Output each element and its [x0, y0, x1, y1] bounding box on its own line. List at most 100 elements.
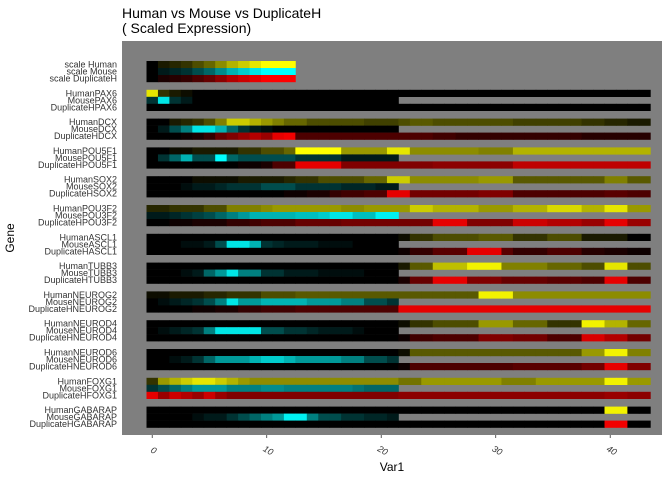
heatmap-cell	[455, 276, 468, 284]
heatmap-cell	[295, 420, 308, 428]
heatmap-cell	[352, 262, 365, 270]
heatmap-cell	[501, 161, 514, 169]
heatmap-cell	[272, 147, 285, 155]
heatmap-cell	[352, 391, 365, 399]
heatmap-cell	[295, 363, 308, 371]
heatmap-cell	[318, 118, 331, 126]
heatmap-cell	[352, 406, 365, 414]
heatmap-cell	[398, 103, 411, 111]
heatmap-cell	[638, 89, 651, 97]
heatmap-cell	[558, 363, 571, 371]
heatmap-cell	[512, 406, 525, 414]
heatmap-cell	[444, 262, 457, 270]
heatmap-cell	[467, 219, 479, 227]
heatmap-cell	[306, 118, 319, 126]
heatmap-cell	[329, 327, 342, 335]
heatmap-cell	[352, 240, 365, 248]
heatmap-cell	[226, 420, 239, 428]
heatmap-cell	[570, 377, 582, 385]
heatmap-cell	[169, 240, 182, 248]
heatmap-cell	[604, 377, 617, 385]
heatmap-cell	[558, 161, 571, 169]
heatmap-cell	[341, 205, 353, 213]
heatmap-cell	[638, 377, 651, 385]
heatmap-cell	[547, 391, 560, 399]
heatmap-cell	[306, 147, 319, 155]
heatmap-cell	[432, 377, 445, 385]
heatmap-cell	[329, 269, 342, 277]
heatmap-cell	[478, 305, 491, 313]
heatmap-cell	[627, 406, 640, 414]
heatmap-cell	[364, 103, 376, 111]
heatmap-cell	[444, 291, 457, 299]
heatmap-cell	[512, 363, 525, 371]
heatmap-cell	[535, 132, 548, 140]
heatmap-cell	[341, 269, 353, 277]
heatmap-cell	[261, 75, 273, 83]
heatmap-cell	[478, 363, 491, 371]
heatmap-cell	[169, 75, 182, 83]
y-tick-label: DuplicateHPAX6	[51, 102, 117, 112]
heatmap-cell	[547, 363, 560, 371]
heatmap-cell	[295, 384, 308, 392]
heatmap-cell	[558, 349, 571, 357]
heatmap-cell	[432, 233, 445, 241]
heatmap-cell	[535, 276, 548, 284]
heatmap-cell	[180, 247, 193, 255]
heatmap-cell	[364, 420, 376, 428]
heatmap-cell	[157, 377, 170, 385]
heatmap-cell	[215, 147, 228, 155]
heatmap-cell	[512, 320, 525, 328]
heatmap-cell	[467, 391, 479, 399]
heatmap-cell	[364, 118, 376, 126]
heatmap-cell	[444, 118, 457, 126]
heatmap-cell	[386, 247, 399, 255]
heatmap-cell	[364, 406, 376, 414]
heatmap-cell	[306, 233, 319, 241]
heatmap-cell	[455, 406, 468, 414]
heatmap-cell	[329, 413, 342, 421]
heatmap-cell	[249, 276, 262, 284]
heatmap-cell	[261, 89, 273, 97]
heatmap-cell	[272, 68, 285, 76]
y-tick-label: HumanPAX6	[66, 88, 117, 98]
heatmap-cell	[318, 132, 331, 140]
heatmap-cell	[215, 391, 228, 399]
heatmap-cell	[341, 327, 353, 335]
heatmap-cell	[604, 147, 617, 155]
heatmap-cell	[581, 161, 594, 169]
heatmap-cell	[421, 291, 434, 299]
heatmap-cell	[146, 219, 159, 227]
heatmap-cell	[547, 132, 560, 140]
heatmap-cell	[364, 212, 376, 220]
heatmap-cell	[581, 132, 594, 140]
heatmap-cell	[272, 276, 285, 284]
heatmap-cell	[203, 132, 216, 140]
heatmap-cell	[215, 125, 228, 133]
heatmap-cell	[238, 298, 250, 306]
heatmap-cell	[318, 262, 331, 270]
heatmap-cell	[638, 118, 651, 126]
heatmap-cell	[226, 233, 239, 241]
heatmap-cell	[192, 176, 205, 184]
heatmap-cell	[341, 118, 353, 126]
heatmap-cell	[558, 334, 571, 342]
heatmap-cell	[226, 190, 239, 198]
heatmap-cell	[169, 132, 182, 140]
heatmap-cell	[329, 96, 342, 104]
heatmap-cell	[329, 349, 342, 357]
heatmap-cell	[501, 391, 514, 399]
heatmap-cell	[169, 327, 182, 335]
heatmap-cell	[157, 219, 170, 227]
heatmap-cell	[524, 406, 537, 414]
heatmap-cell	[615, 233, 628, 241]
heatmap-cell	[169, 89, 182, 97]
heatmap-cell	[169, 356, 182, 364]
heatmap-cell	[615, 363, 628, 371]
heatmap-cell	[352, 320, 365, 328]
heatmap-cell	[341, 176, 353, 184]
heatmap-cell	[215, 305, 228, 313]
heatmap-cell	[581, 190, 594, 198]
heatmap-cell	[467, 363, 479, 371]
heatmap-cell	[341, 363, 353, 371]
